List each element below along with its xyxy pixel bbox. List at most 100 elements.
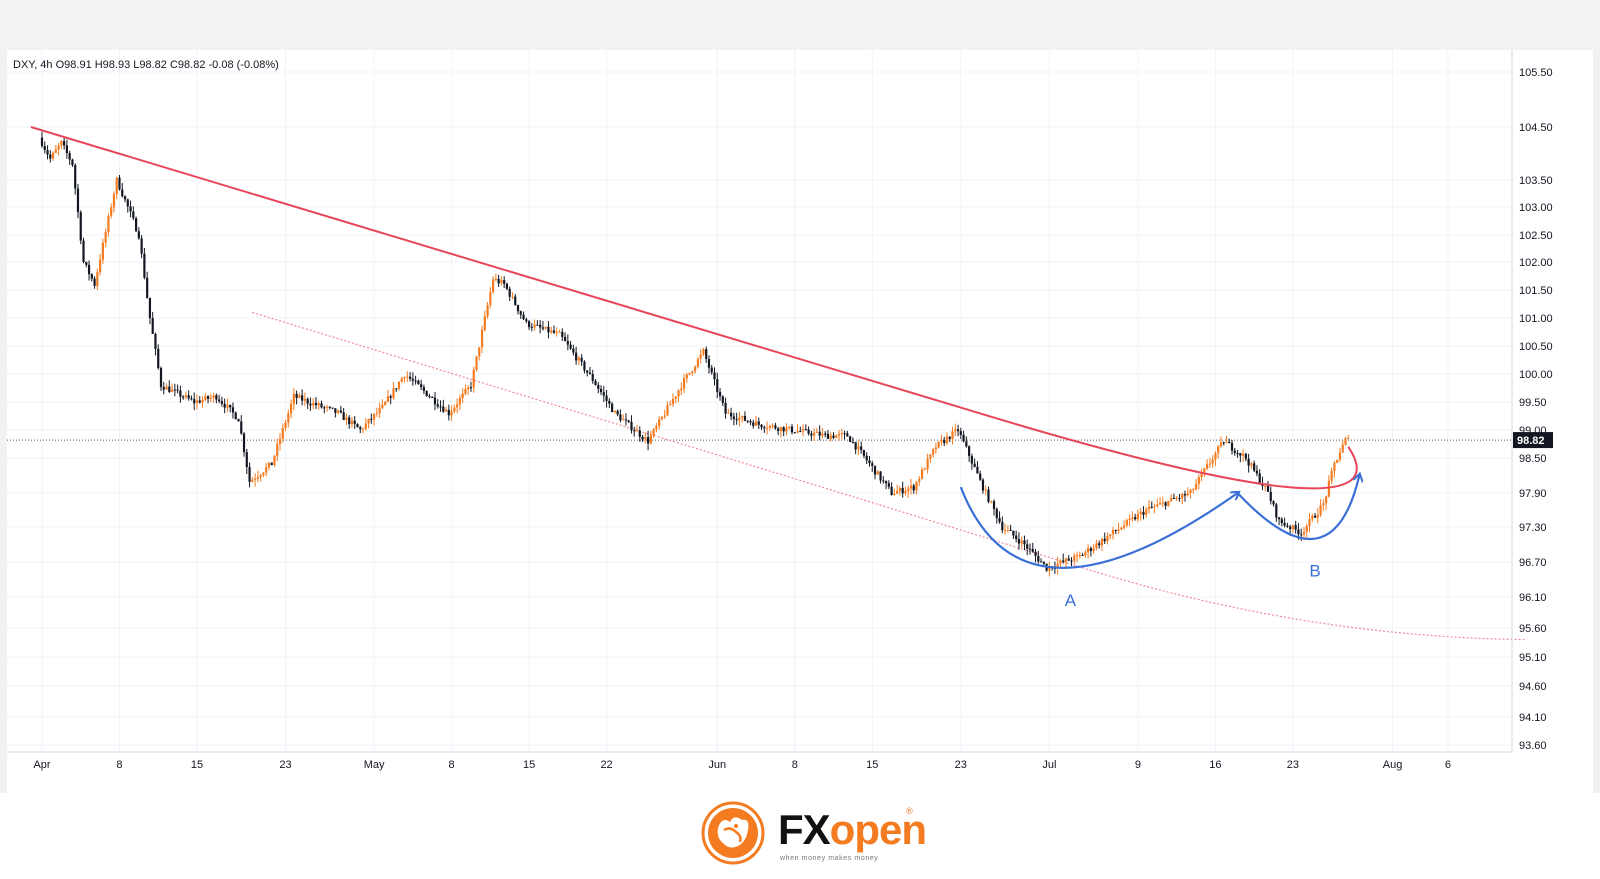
- candle-body: [384, 401, 387, 405]
- candle-body: [425, 390, 428, 397]
- candle-body: [735, 419, 738, 421]
- y-tick-label: 104.50: [1519, 122, 1553, 134]
- candle-body: [68, 153, 71, 160]
- candle-body: [126, 199, 129, 207]
- candle-body: [397, 382, 401, 389]
- candle-body: [1095, 543, 1098, 549]
- candle-body: [1186, 493, 1189, 496]
- candle-body: [622, 419, 625, 421]
- candle-body: [788, 426, 791, 428]
- candle-body: [317, 403, 320, 406]
- bull-emblem-icon: [701, 801, 765, 865]
- candle-body: [630, 421, 633, 431]
- candle-body: [408, 376, 412, 379]
- candle-body: [1059, 560, 1062, 564]
- candle-body: [779, 427, 783, 431]
- candle-body: [616, 410, 619, 415]
- candle-body: [110, 207, 113, 216]
- candle-body: [835, 435, 838, 438]
- candle-body: [558, 331, 561, 333]
- candle-body: [212, 395, 215, 398]
- candle-body: [367, 418, 370, 424]
- candle-body: [1269, 491, 1272, 502]
- candle-body: [129, 206, 132, 212]
- candle-body: [1294, 525, 1297, 530]
- candle-body: [968, 446, 971, 457]
- x-tick-label: 8: [116, 759, 122, 771]
- candle-body: [876, 471, 879, 475]
- candle-body: [242, 433, 246, 453]
- candle-body: [375, 413, 378, 415]
- candle-body: [707, 358, 711, 368]
- candle-body: [1308, 519, 1311, 527]
- registered-mark: ®: [906, 806, 913, 816]
- candle-body: [671, 398, 675, 405]
- candle-body: [1319, 505, 1322, 515]
- candle-body: [1048, 566, 1051, 571]
- candle-body: [749, 421, 752, 423]
- candle-body: [1313, 515, 1317, 518]
- candle-body: [85, 261, 88, 265]
- candle-body: [552, 330, 556, 333]
- candle-body: [1230, 442, 1234, 451]
- candle-body: [871, 463, 874, 466]
- candle-body: [323, 407, 326, 409]
- candle-body: [976, 466, 979, 474]
- candle-body: [644, 437, 647, 440]
- candle-body: [428, 396, 431, 398]
- price-chart[interactable]: AB 105.50104.50103.50103.00102.50102.001…: [7, 50, 1593, 793]
- candle-body: [1170, 497, 1173, 501]
- candle-body: [1200, 473, 1203, 478]
- candle-body: [1012, 530, 1015, 536]
- candle-body: [107, 215, 110, 233]
- candle-body: [442, 406, 445, 412]
- candle-body: [929, 454, 932, 459]
- candle-body: [539, 324, 542, 328]
- candle-body: [60, 140, 63, 146]
- candle-body: [533, 324, 536, 328]
- y-tick-label: 97.30: [1519, 522, 1547, 534]
- y-tick-label: 102.50: [1519, 230, 1553, 242]
- candle-body: [204, 396, 207, 400]
- candle-body: [525, 319, 528, 322]
- candle-body: [918, 478, 921, 482]
- candle-body: [162, 387, 165, 390]
- candle-body: [1197, 477, 1200, 484]
- candle-body: [1175, 497, 1178, 499]
- candle-body: [824, 433, 827, 435]
- candle-body: [1145, 509, 1148, 515]
- candle-body: [940, 440, 943, 442]
- candle-body: [1139, 511, 1142, 515]
- candle-body: [580, 357, 583, 362]
- brand-open: open: [829, 806, 927, 853]
- overlay-layer: AB: [30, 126, 1359, 610]
- candle-body: [990, 501, 993, 503]
- candle-body: [563, 336, 567, 341]
- candle-body: [796, 430, 799, 433]
- candle-body: [1114, 529, 1117, 531]
- candle-body: [209, 397, 212, 399]
- candle-body: [572, 348, 575, 353]
- candle-body: [469, 387, 473, 389]
- candle-body: [395, 388, 398, 390]
- candle-body: [597, 385, 600, 389]
- candle-body: [1333, 462, 1336, 471]
- candle-body: [849, 436, 852, 442]
- candle-body: [157, 348, 160, 368]
- candle-body: [608, 400, 611, 404]
- candle-body: [350, 420, 354, 425]
- candle-body: [1322, 503, 1325, 506]
- candle-body: [314, 402, 318, 406]
- candle-body: [431, 397, 434, 399]
- candle-body: [447, 409, 450, 416]
- candle-body: [1311, 515, 1314, 520]
- candle-body: [887, 483, 890, 487]
- candle-body: [884, 480, 888, 484]
- candle-body: [1042, 561, 1045, 564]
- candle-body: [1189, 489, 1192, 494]
- candle-body: [146, 277, 149, 298]
- candle-body: [206, 396, 210, 399]
- candle-body: [195, 400, 199, 404]
- candle-body: [804, 429, 807, 431]
